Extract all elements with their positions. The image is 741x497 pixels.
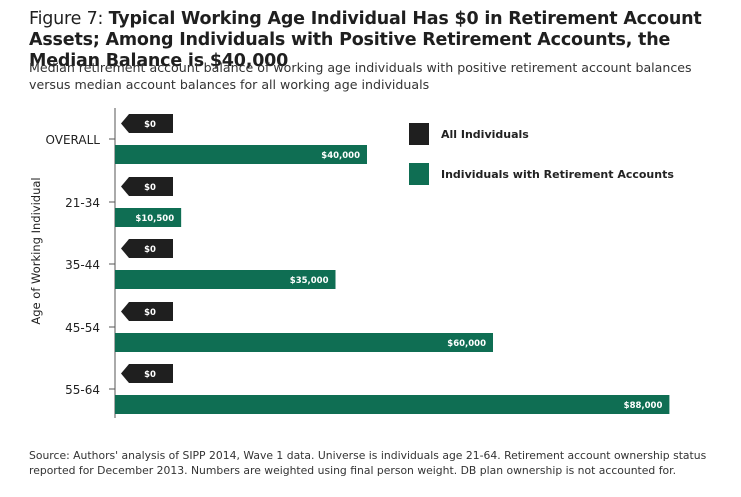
bar-with-accounts [115,270,336,289]
data-label-with-accounts: $60,000 [447,339,486,349]
bar-all-individuals [121,239,173,258]
bar-with-accounts [115,333,493,352]
category-label-45-54: 45-54 [65,321,100,335]
bar-with-accounts [115,395,670,414]
bar-all-individuals [121,302,173,321]
category-label-55-64: 55-64 [65,383,100,397]
data-label-all-individuals: $0 [144,308,156,318]
legend-label-with-accounts: Individuals with Retirement Accounts [441,168,674,181]
data-label-with-accounts: $88,000 [624,401,663,411]
bar-all-individuals [121,364,173,383]
title-text: Typical Working Age Individual Has $0 in… [29,9,702,71]
data-label-all-individuals: $0 [144,183,156,193]
legend-swatch-all-individuals [409,123,429,145]
y-axis-title: Age of Working Individual [29,177,43,324]
legend-swatch-with-accounts [409,163,429,185]
data-label-all-individuals: $0 [144,370,156,380]
data-label-with-accounts: $35,000 [290,276,329,286]
chart-title: Figure 7: Typical Working Age Individual… [29,9,734,72]
bar-all-individuals [121,114,173,133]
legend-label-all-individuals: All Individuals [441,128,529,141]
category-label-35-44: 35-44 [65,258,100,272]
data-label-with-accounts: $10,500 [135,214,174,224]
chart-subtitle: Median retirement account balance of wor… [29,60,692,92]
source-note: Source: Authors' analysis of SIPP 2014, … [29,449,707,477]
bar-with-accounts [115,145,367,164]
bar-chart: Age of Working Individual OVERALL $0 $40,00… [29,108,674,418]
data-label-all-individuals: $0 [144,245,156,255]
category-label-21-34: 21-34 [65,196,100,210]
figure-number: Figure 7: [29,9,109,29]
category-label-overall: OVERALL [46,133,101,147]
data-label-with-accounts: $40,000 [321,151,360,161]
bar-all-individuals [121,177,173,196]
data-label-all-individuals: $0 [144,120,156,130]
bar-with-accounts [115,208,182,227]
